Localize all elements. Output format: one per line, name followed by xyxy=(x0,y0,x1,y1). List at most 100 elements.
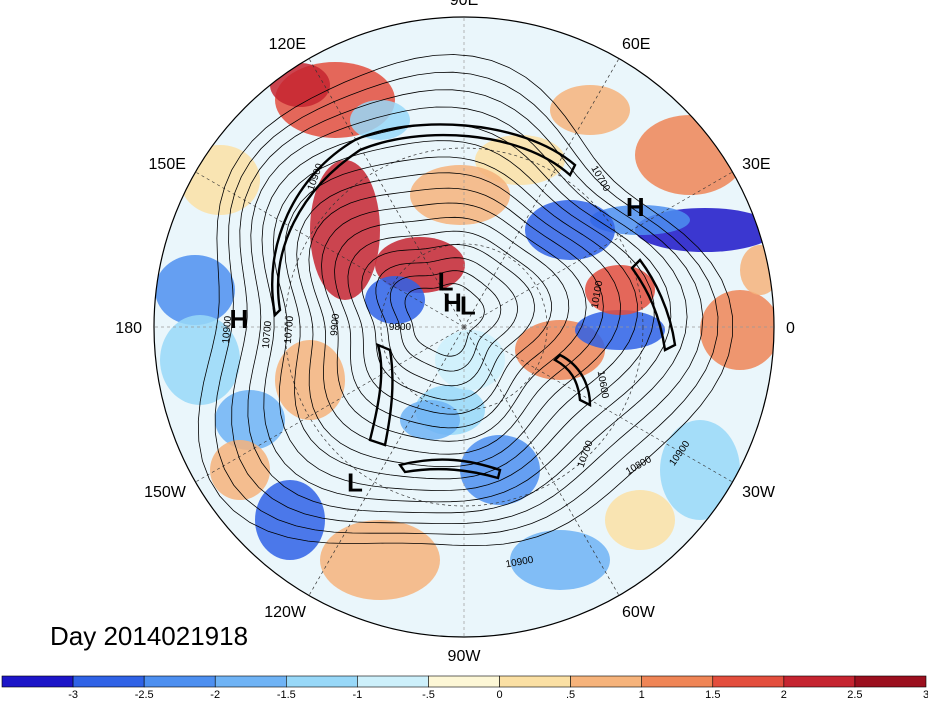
colorbar-swatch xyxy=(1,675,74,688)
contour-value-label: 10700 xyxy=(261,320,274,349)
longitude-label: 60E xyxy=(622,36,650,53)
low-pressure-label: L xyxy=(460,291,476,321)
jet-contours xyxy=(271,123,677,480)
longitude-label: 60W xyxy=(622,604,656,621)
meridian-line xyxy=(195,326,465,483)
colorbar: -3 -2.5 -2 -1.5 -1 -.5 0 .5 1 1.5 2 2.5 3 xyxy=(1,675,928,701)
anomaly-blob xyxy=(660,420,740,520)
jet-contour xyxy=(368,342,394,447)
colorbar-swatch xyxy=(854,675,927,688)
anomaly-blob xyxy=(590,205,690,235)
contour-value-label: 10600 xyxy=(595,370,611,400)
colorbar-swatch xyxy=(72,675,145,688)
latitude-circle xyxy=(380,243,548,411)
anomaly-blob xyxy=(510,530,610,590)
colorbar-tick-label: -2 xyxy=(210,689,220,701)
contour-value-label: 10900 xyxy=(505,555,535,571)
height-contour xyxy=(197,54,734,547)
height-contour xyxy=(272,140,655,492)
anomaly-blob xyxy=(605,490,675,550)
longitude-label: 120E xyxy=(269,36,306,53)
longitude-label: 30E xyxy=(742,156,770,173)
meridian-line xyxy=(308,58,465,328)
colorbar-swatch xyxy=(286,675,358,688)
low-pressure-label: L xyxy=(438,267,454,297)
colorbar-tick-label: 1 xyxy=(639,689,645,701)
height-contour xyxy=(347,230,552,415)
anomaly-blob xyxy=(435,330,505,390)
height-contours xyxy=(197,54,734,547)
anomaly-blob xyxy=(525,200,615,260)
anomaly-blob xyxy=(215,390,285,450)
colorbar-tick-label: 0 xyxy=(496,689,502,701)
height-contour xyxy=(389,270,502,372)
contour-value-label: 10900 xyxy=(221,315,234,344)
height-contour xyxy=(231,89,704,525)
colorbar-tick-label: 3 xyxy=(923,689,928,701)
anomaly-blob xyxy=(350,100,410,140)
meridian-line xyxy=(463,326,620,596)
colorbar-swatch xyxy=(499,675,571,688)
height-contour xyxy=(375,257,518,387)
colorbar-tick-label: 2 xyxy=(781,689,787,701)
colorbar-tick-label: -1.5 xyxy=(277,689,296,701)
high-pressure-label: H xyxy=(230,304,249,334)
anomaly-blob xyxy=(255,480,325,560)
height-contour xyxy=(261,123,672,503)
longitude-label: 90E xyxy=(450,0,478,9)
height-contour xyxy=(321,202,587,442)
height-contour xyxy=(404,283,485,357)
height-contour xyxy=(361,244,535,401)
anomaly-blob xyxy=(275,340,345,420)
contour-value-label: 10700 xyxy=(283,315,296,344)
colorbar-swatch xyxy=(712,675,785,688)
colorbar-swatch xyxy=(570,675,642,688)
date-label: Day 2014021918 xyxy=(50,621,248,651)
anomaly-blob xyxy=(155,255,235,325)
height-contour xyxy=(284,156,638,480)
jet-contour xyxy=(397,458,502,480)
colorbar-swatch xyxy=(428,675,500,688)
anomaly-blob xyxy=(320,520,440,600)
longitude-label: 30W xyxy=(742,484,776,501)
meridian-line xyxy=(463,171,733,328)
longitude-label: 0 xyxy=(786,320,795,337)
anomaly-blob xyxy=(550,85,630,135)
jet-contour xyxy=(553,353,592,407)
height-contour xyxy=(296,172,622,468)
anomaly-blob xyxy=(365,276,425,324)
meridian-line xyxy=(463,58,620,328)
low-pressure-label: L xyxy=(347,468,363,498)
high-pressure-label: H xyxy=(626,192,645,222)
colorbar-tick-label: -.5 xyxy=(422,689,435,701)
anomaly-blob xyxy=(700,290,774,370)
anomaly-blob xyxy=(400,400,460,440)
longitude-label: 150W xyxy=(144,484,187,501)
contour-value-label: 9900 xyxy=(329,313,342,337)
colorbar-tick-label: -2.5 xyxy=(135,689,154,701)
jet-contour xyxy=(271,123,577,318)
anomaly-blob xyxy=(740,245,774,295)
longitude-label: 90W xyxy=(448,648,482,665)
anomaly-blob xyxy=(310,160,380,300)
anomaly-blob xyxy=(270,63,330,107)
longitude-label: 180 xyxy=(115,320,142,337)
colorbar-tick-label: -1 xyxy=(353,689,363,701)
anomaly-blob xyxy=(635,115,745,195)
meridian-line xyxy=(463,326,733,483)
graticule xyxy=(154,17,774,637)
height-contour xyxy=(334,216,570,429)
height-contour xyxy=(247,106,688,514)
colorbar-swatch xyxy=(214,675,287,688)
anomaly-blob xyxy=(210,440,270,500)
anomaly-blob xyxy=(475,135,565,185)
longitude-label: 150E xyxy=(149,156,186,173)
colorbar-swatch xyxy=(357,675,429,688)
contour-value-label: 10100 xyxy=(590,279,606,309)
longitude-labels: 90E 60E 30E 0 30W 60W 90W 120W 150W 180 150E 120E xyxy=(115,0,795,665)
height-contour xyxy=(214,71,719,535)
colorbar-tick-label: -3 xyxy=(68,689,78,701)
colorbar-tick-label: 2.5 xyxy=(847,689,862,701)
